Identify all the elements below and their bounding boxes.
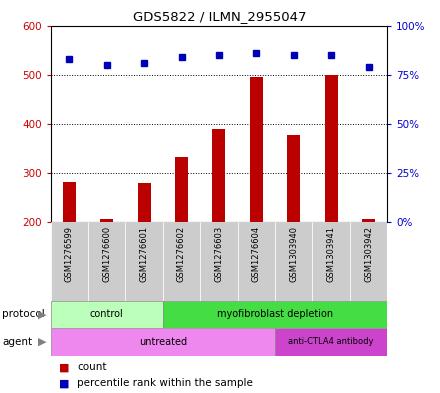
Bar (362, 219, 375, 222)
Text: ▶: ▶ (37, 309, 46, 320)
Text: GSM1276604: GSM1276604 (252, 226, 261, 282)
Bar (51, 222, 88, 301)
Bar (275, 328, 387, 356)
Text: GSM1303942: GSM1303942 (364, 226, 373, 282)
Bar (312, 222, 350, 301)
Bar (200, 222, 238, 301)
Text: untreated: untreated (139, 337, 187, 347)
Text: anti-CTLA4 antibody: anti-CTLA4 antibody (288, 338, 374, 346)
Text: ■: ■ (59, 362, 70, 373)
Text: GSM1276600: GSM1276600 (102, 226, 111, 282)
Text: percentile rank within the sample: percentile rank within the sample (77, 378, 253, 388)
Bar (238, 222, 275, 301)
Bar (51, 301, 163, 328)
Text: count: count (77, 362, 106, 373)
Bar (163, 301, 387, 328)
Bar (100, 219, 113, 222)
Text: protocol: protocol (2, 309, 45, 320)
Bar (163, 222, 200, 301)
Text: GSM1303941: GSM1303941 (326, 226, 336, 282)
Text: agent: agent (2, 337, 32, 347)
Bar (350, 222, 387, 301)
Text: GDS5822 / ILMN_2955047: GDS5822 / ILMN_2955047 (133, 10, 307, 23)
Bar (63, 182, 76, 222)
Bar (125, 222, 163, 301)
Text: GSM1276599: GSM1276599 (65, 226, 74, 282)
Text: GSM1276602: GSM1276602 (177, 226, 186, 282)
Bar (51, 328, 275, 356)
Text: ■: ■ (59, 378, 70, 388)
Bar (175, 157, 188, 222)
Bar (138, 183, 150, 222)
Text: ▶: ▶ (37, 337, 46, 347)
Bar (287, 134, 300, 222)
Bar (250, 77, 263, 222)
Text: GSM1276603: GSM1276603 (214, 226, 224, 282)
Text: control: control (90, 309, 124, 320)
Bar (325, 75, 337, 222)
Bar (213, 129, 225, 222)
Text: myofibroblast depletion: myofibroblast depletion (217, 309, 333, 320)
Bar (88, 222, 125, 301)
Text: GSM1276601: GSM1276601 (139, 226, 149, 282)
Text: GSM1303940: GSM1303940 (289, 226, 298, 282)
Bar (275, 222, 312, 301)
